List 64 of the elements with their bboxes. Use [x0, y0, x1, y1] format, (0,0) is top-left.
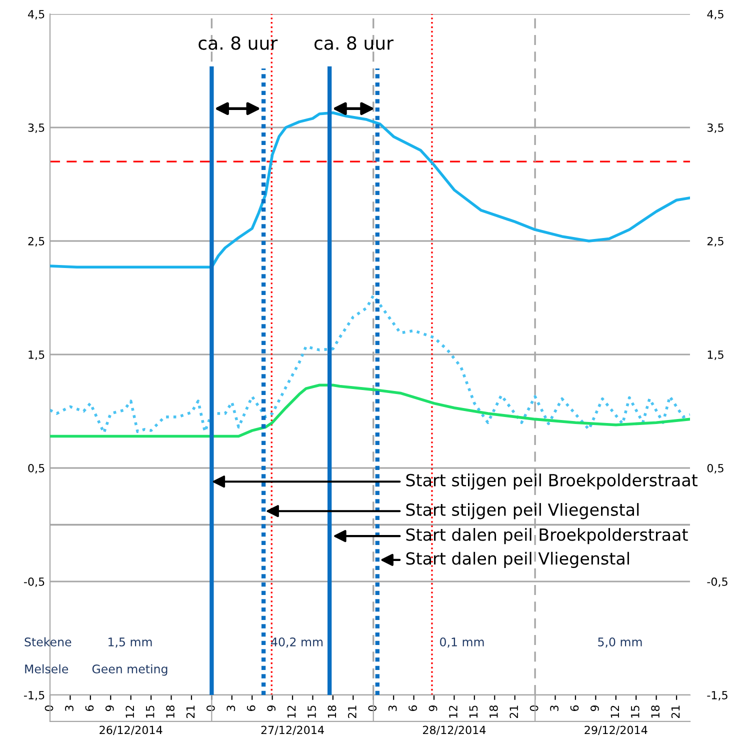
x-tick-label: 0: [368, 705, 377, 712]
annotation: 40,2 mm: [271, 637, 323, 648]
x-tick-label: 3: [550, 706, 558, 711]
x-tick-label: 6: [570, 705, 579, 712]
x2-tick-label: 26/12/2014: [100, 726, 162, 736]
x-tick-label: 18: [489, 705, 498, 718]
y2-tick-label: 1,5: [708, 350, 724, 360]
x-tick-label: 18: [651, 705, 660, 718]
line-series: [50, 294, 690, 434]
y2-tick-label: 2,5: [707, 236, 724, 247]
line-series: [50, 111, 690, 268]
x-tick-label: 21: [671, 706, 680, 718]
y2-tick-label: -1,5: [707, 691, 728, 701]
annotation: Melsele: [25, 664, 68, 674]
x2-tick-label: 27/12/2014: [261, 726, 324, 736]
x-tick-label: 18: [328, 705, 336, 718]
x-tick-label: 15: [308, 706, 316, 718]
annotation: Start stijgen peil Vliegenstal: [406, 503, 639, 520]
x-tick-label: 9: [428, 706, 438, 712]
x-tick-label: 15: [146, 706, 154, 718]
annotation: ca. 8 uur: [314, 36, 394, 50]
y2-tick-label: -0,5: [707, 577, 728, 588]
annotation: Geen meting: [92, 664, 168, 676]
x-tick-label: 18: [166, 705, 174, 718]
y-tick-label: -0,5: [24, 577, 44, 588]
x-tick-label: 6: [246, 705, 256, 712]
y2-tick-label: 4,5: [707, 10, 724, 20]
annotation: Stekene: [24, 637, 72, 646]
x-tick-label: 3: [388, 706, 397, 711]
x-tick-label: 3: [65, 706, 74, 711]
y-tick-label: 3,5: [28, 123, 44, 134]
annotation: Start dalen peil Vliegenstal: [406, 552, 629, 568]
x2-tick-label: 28/12/2014: [423, 726, 486, 736]
y-tick-label: 2,5: [28, 236, 44, 247]
x-tick-label: 0: [206, 705, 215, 712]
x-tick-label: 21: [348, 706, 356, 718]
x2-tick-label: 29/12/2014: [584, 726, 648, 736]
x-tick-label: 12: [610, 706, 619, 718]
x-tick-label: 21: [510, 706, 518, 718]
x-tick-label: 12: [287, 706, 296, 718]
line-series: [50, 384, 690, 438]
y-tick-label: 1,5: [28, 350, 44, 360]
x-tick-label: 9: [105, 706, 114, 712]
x-tick-label: 6: [85, 705, 94, 712]
x-tick-label: 6: [408, 705, 418, 712]
annotation: Start dalen peil Broekpolderstraat: [406, 528, 688, 544]
annotation: 5,0 mm: [598, 637, 642, 648]
annotation: 1,5 mm: [108, 638, 152, 648]
y-tick-label: 0,5: [28, 464, 44, 474]
x-tick-label: 21: [186, 706, 195, 718]
x-tick-label: 9: [267, 706, 276, 712]
x-tick-label: 15: [469, 706, 478, 718]
annotation: 0,1 mm: [440, 637, 484, 648]
x-tick-label: 9: [590, 706, 599, 712]
annotation: ca. 8 uur: [198, 36, 278, 50]
annotation: Start stijgen peil Broekpolderstraat: [406, 474, 698, 490]
x-tick-label: 12: [449, 706, 458, 718]
x-tick-label: 15: [631, 706, 640, 718]
y2-tick-label: 3,5: [708, 123, 724, 134]
x-tick-label: 3: [226, 706, 236, 711]
y2-tick-label: 0,5: [707, 464, 724, 474]
y-tick-label: -1,5: [24, 691, 44, 701]
x-tick-label: 12: [126, 706, 134, 718]
y-tick-label: 4,5: [28, 10, 44, 20]
